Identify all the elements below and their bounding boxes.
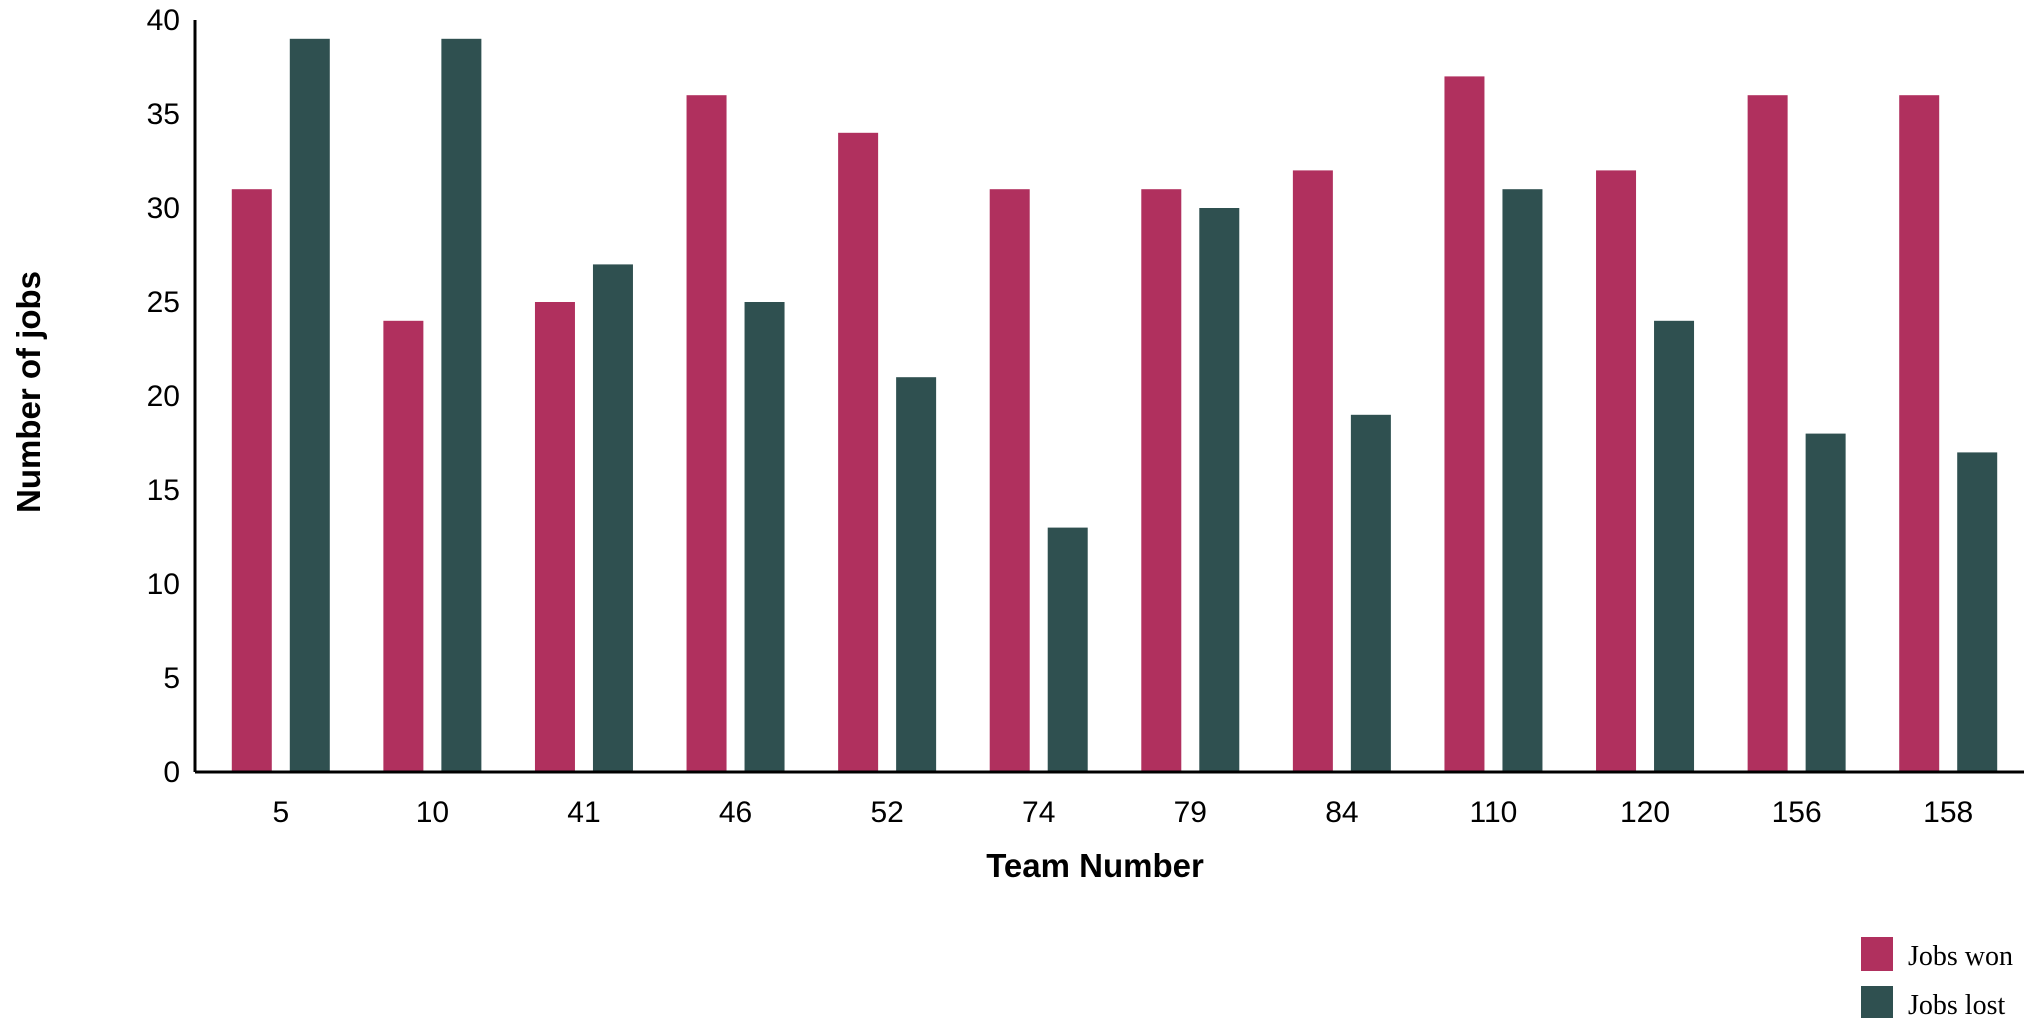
bar-jobs-won-79 — [1141, 189, 1182, 772]
y-axis-title: Number of jobs — [10, 271, 47, 513]
legend-swatch-jobs-lost — [1861, 986, 1893, 1020]
bar-jobs-won-158 — [1899, 95, 1940, 772]
x-tick-label: 46 — [719, 796, 752, 829]
bar-jobs-won-156 — [1747, 95, 1788, 772]
bar-jobs-lost-158 — [1957, 452, 1998, 772]
x-tick-label: 10 — [416, 796, 449, 829]
bar-jobs-lost-74 — [1047, 527, 1088, 772]
bar-jobs-won-10 — [383, 320, 424, 772]
y-tick-label: 25 — [147, 286, 180, 319]
y-tick-label: 0 — [163, 756, 180, 789]
legend-swatch-jobs-won — [1861, 937, 1893, 971]
x-tick-label: 5 — [272, 796, 289, 829]
x-tick-label: 79 — [1174, 796, 1207, 829]
x-axis-title: Team Number — [986, 847, 1204, 884]
y-tick-label: 40 — [147, 4, 180, 37]
bar-jobs-won-74 — [989, 189, 1030, 772]
bar-jobs-lost-10 — [441, 38, 482, 773]
bars-layer — [231, 38, 1998, 773]
bar-jobs-won-52 — [838, 132, 879, 773]
y-tick-label: 30 — [147, 192, 180, 225]
x-tick-label: 110 — [1470, 796, 1518, 829]
y-tick-label: 10 — [147, 568, 180, 601]
bar-jobs-won-120 — [1596, 170, 1637, 772]
bar-jobs-won-46 — [686, 95, 727, 772]
bar-jobs-lost-46 — [744, 302, 785, 772]
x-tick-label: 120 — [1620, 796, 1670, 829]
x-tick-label: 41 — [567, 796, 600, 829]
bar-jobs-lost-41 — [592, 264, 633, 772]
x-tick-label: 156 — [1772, 796, 1822, 829]
bar-jobs-won-84 — [1292, 170, 1333, 772]
bar-jobs-lost-52 — [896, 377, 937, 772]
bar-jobs-lost-84 — [1350, 414, 1391, 772]
y-axis-ticks: 0 5 10 15 20 25 30 35 40 — [147, 4, 180, 789]
bar-jobs-lost-5 — [289, 38, 330, 773]
bar-jobs-won-5 — [231, 189, 272, 772]
x-tick-label: 84 — [1325, 796, 1358, 829]
bar-jobs-won-110 — [1444, 76, 1485, 772]
bar-jobs-lost-120 — [1654, 320, 1695, 772]
bar-jobs-lost-110 — [1502, 189, 1543, 772]
y-tick-label: 15 — [147, 474, 180, 507]
legend-label-jobs-lost: Jobs lost — [1908, 990, 2005, 1018]
bar-jobs-won-41 — [534, 302, 575, 772]
bar-jobs-lost-79 — [1199, 208, 1240, 772]
x-tick-label: 74 — [1022, 796, 1055, 829]
y-tick-label: 5 — [163, 662, 180, 695]
y-tick-label: 35 — [147, 98, 180, 131]
bar-jobs-lost-156 — [1805, 433, 1846, 772]
x-tick-label: 52 — [870, 796, 903, 829]
legend: Jobs won Jobs lost — [1861, 937, 2013, 1021]
x-axis-ticks: 5 10 41 46 52 74 79 84 110 120 156 158 — [272, 796, 1973, 829]
y-tick-label: 20 — [147, 380, 180, 413]
legend-label-jobs-won: Jobs won — [1908, 941, 2013, 972]
x-tick-label: 158 — [1923, 796, 1973, 829]
